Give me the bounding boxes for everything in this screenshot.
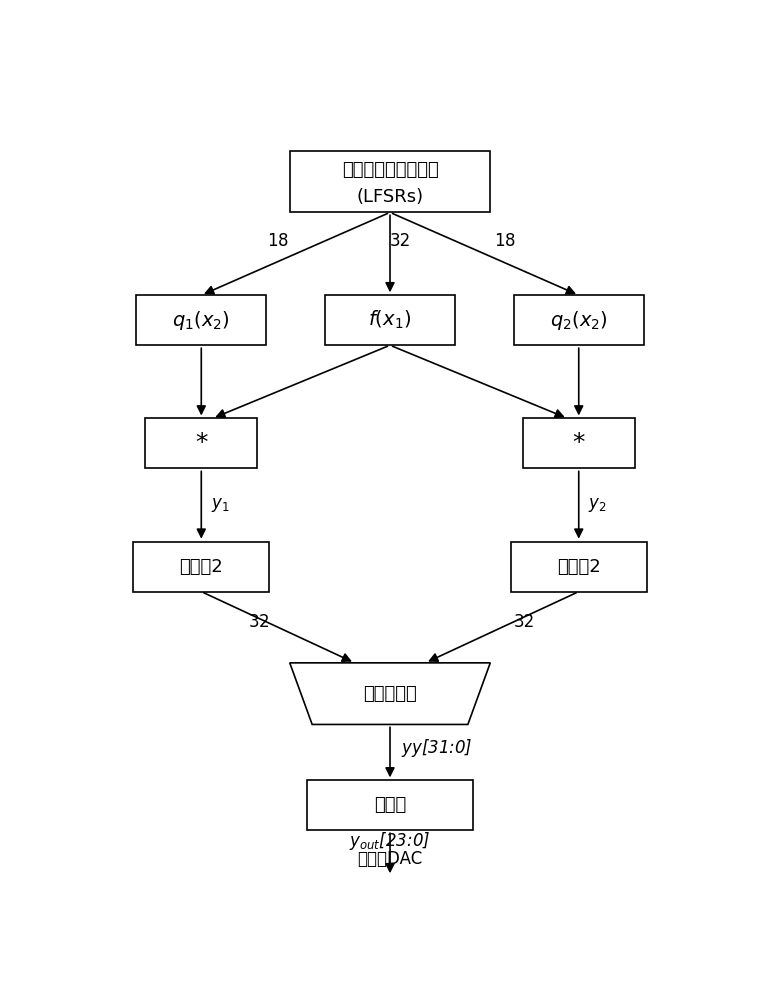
Text: $18$: $18$ <box>494 232 516 250</box>
Text: 多路复用器: 多路复用器 <box>363 685 417 703</box>
Text: $32$: $32$ <box>248 613 270 631</box>
Text: $y_2$: $y_2$ <box>588 496 607 514</box>
Text: $y_{out}$[23:0]: $y_{out}$[23:0] <box>349 830 431 852</box>
Bar <box>290 151 490 212</box>
Text: *: * <box>572 431 585 455</box>
Bar <box>523 418 635 468</box>
Bar <box>511 542 647 592</box>
Text: (LFSRs): (LFSRs) <box>356 188 424 206</box>
Bar <box>325 295 455 345</box>
Text: 输出至DAC: 输出至DAC <box>358 850 422 868</box>
Text: 32: 32 <box>390 232 411 250</box>
Text: 32: 32 <box>514 613 535 631</box>
Text: *: * <box>195 431 208 455</box>
Text: 转换器: 转换器 <box>374 796 406 814</box>
Text: $yy$[31:0]: $yy$[31:0] <box>400 737 473 759</box>
Bar <box>145 418 257 468</box>
Bar <box>133 542 269 592</box>
Text: 累加器2: 累加器2 <box>557 558 600 576</box>
Bar <box>136 295 266 345</box>
Text: $18$: $18$ <box>267 232 289 250</box>
Bar <box>307 780 473 830</box>
Text: $q_2(x_2)$: $q_2(x_2)$ <box>549 309 608 332</box>
Text: $y_1$: $y_1$ <box>211 496 229 514</box>
Text: 累加器2: 累加器2 <box>180 558 223 576</box>
Text: $f(x_1)$: $f(x_1)$ <box>368 309 412 331</box>
Text: 线性回馈评议寄存器: 线性回馈评议寄存器 <box>342 161 438 179</box>
Polygon shape <box>290 663 490 724</box>
Text: $q_1(x_2)$: $q_1(x_2)$ <box>172 309 231 332</box>
Bar <box>514 295 644 345</box>
